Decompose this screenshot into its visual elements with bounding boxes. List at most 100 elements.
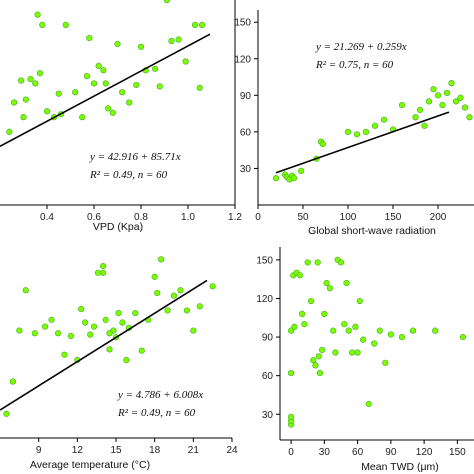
data-point [314, 259, 321, 266]
data-point [163, 0, 170, 4]
data-point [319, 140, 326, 148]
data-point [177, 287, 184, 294]
y-tick-label: 30 [262, 410, 274, 421]
data-point [48, 316, 55, 323]
data-point [34, 11, 41, 18]
data-point [119, 89, 126, 96]
data-point [43, 108, 51, 115]
data-point [287, 369, 295, 377]
x-tick-label: 0 [255, 212, 261, 223]
y-tick-label: 120 [234, 54, 251, 65]
data-point [432, 327, 439, 334]
data-point [102, 316, 109, 323]
data-point [298, 167, 305, 174]
data-point [83, 73, 91, 80]
data-point [307, 297, 315, 305]
data-point [100, 263, 107, 270]
data-point [348, 349, 356, 356]
data-point [36, 70, 44, 77]
x-tick-label: 1.0 [181, 212, 195, 223]
data-point [87, 331, 94, 338]
data-point [182, 58, 189, 65]
data-point [412, 114, 419, 121]
x-tick-label: 150 [449, 447, 466, 458]
data-point [461, 104, 469, 111]
data-point [362, 128, 370, 135]
data-point [316, 369, 324, 377]
data-point [272, 175, 280, 182]
data-point [115, 310, 122, 317]
data-point [156, 83, 163, 90]
data-point [102, 80, 109, 87]
data-point [168, 37, 175, 45]
data-point [199, 21, 206, 28]
data-point [123, 357, 130, 364]
x-tick-label: 150 [385, 212, 402, 223]
data-point [356, 297, 363, 305]
data-point [209, 283, 216, 290]
data-point [321, 310, 328, 318]
data-point [61, 351, 68, 358]
chart-twd: 0 30 60 90 120 150 30 60 90 120 150 Mean TWD (μm) [256, 247, 474, 473]
data-point [287, 327, 295, 334]
data-point [72, 89, 79, 96]
y-tick-label: 30 [240, 164, 252, 175]
data-point [430, 86, 437, 93]
data-point [55, 90, 62, 97]
data-point [170, 292, 178, 299]
data-point [360, 336, 367, 343]
data-point [151, 273, 158, 280]
x-tick-label: 50 [297, 212, 309, 223]
data-point [353, 131, 361, 138]
data-point [32, 80, 39, 87]
data-point [100, 67, 107, 74]
data-point [343, 279, 350, 287]
data-point [133, 81, 140, 89]
data-point [310, 357, 317, 364]
data-point [20, 114, 27, 121]
data-point [119, 319, 126, 326]
data-point [457, 94, 464, 101]
data-point [109, 109, 116, 116]
data-point [398, 101, 406, 109]
x-tick-label: 0.6 [87, 212, 101, 223]
data-point [196, 303, 203, 310]
r2-label: R² = 0.75, n = 60 [315, 59, 394, 71]
x-tick-label: 200 [430, 212, 447, 223]
y-tick-label: 90 [262, 333, 274, 344]
x-axis-label: Mean TWD (μm) [361, 461, 439, 473]
data-point [90, 323, 98, 330]
data-point [319, 346, 326, 354]
data-point [371, 122, 379, 129]
equation-label: y = 4.786 + 6.008x [117, 389, 203, 401]
data-point [106, 330, 113, 337]
data-point [341, 321, 348, 328]
y-tick-label: 90 [240, 91, 252, 102]
data-point [191, 21, 199, 28]
equation-label: y = 42.916 + 85.71x [89, 151, 181, 163]
chart-temperature: 9 12 15 18 21 24 y = 4.786 + 6.008x R² = 0.49… [0, 256, 238, 471]
data-point [296, 272, 304, 279]
data-point [452, 98, 460, 105]
x-axis-label: Average temperature (°C) [30, 459, 150, 471]
data-point [175, 36, 182, 43]
x-tick-label: 90 [385, 447, 397, 458]
data-point [54, 330, 62, 337]
x-tick-label: 9 [36, 445, 42, 456]
data-point [290, 175, 298, 182]
data-point [304, 259, 311, 266]
data-point [380, 116, 388, 123]
data-point [291, 323, 298, 330]
y-tick-label: 60 [240, 127, 252, 138]
data-point [354, 349, 361, 356]
data-point [154, 289, 161, 297]
data-point [299, 310, 306, 318]
data-point [196, 84, 203, 91]
data-point [352, 323, 359, 330]
data-point [114, 40, 121, 48]
data-point [466, 114, 473, 121]
data-point [6, 128, 13, 135]
data-point [382, 359, 389, 366]
data-point [27, 75, 34, 83]
x-tick-label: 18 [149, 445, 161, 456]
